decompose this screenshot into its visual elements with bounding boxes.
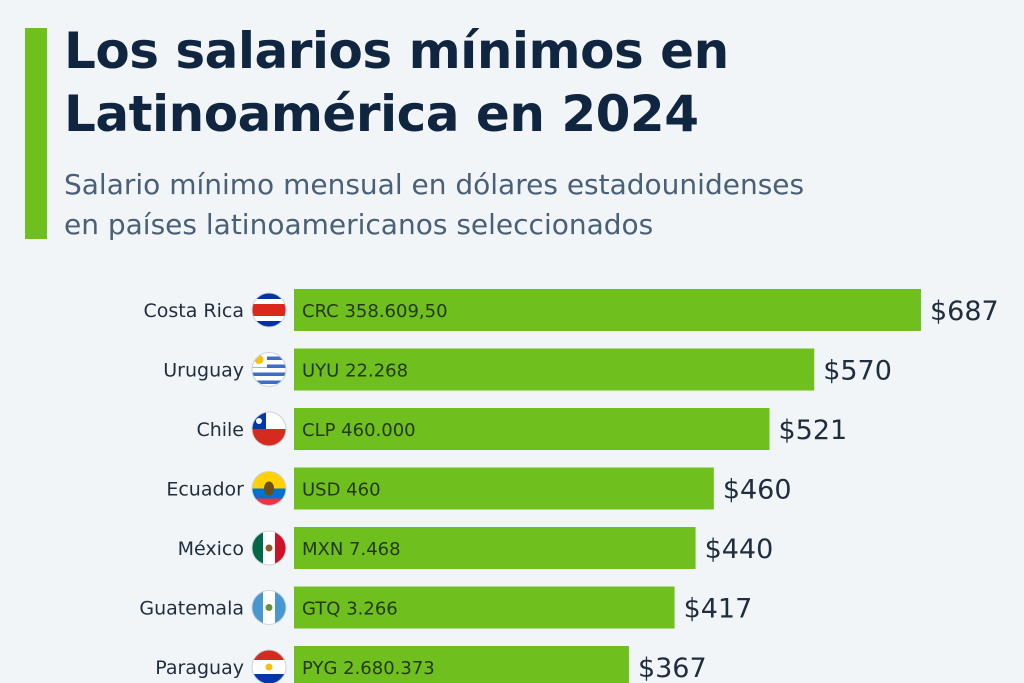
value-label: $367 — [638, 653, 707, 683]
local-currency-label: PYG 2.680.373 — [302, 658, 435, 679]
flag-fill — [252, 650, 286, 683]
flag-border — [251, 471, 287, 506]
value-label: $521 — [778, 415, 847, 446]
category-label: México — [178, 538, 244, 560]
bar-row-5: México MXN 7.468 $440 — [178, 527, 774, 569]
title-line-2: Latinoamérica en 2024 — [64, 85, 699, 143]
flag-border — [251, 649, 287, 683]
value-label: $417 — [684, 594, 753, 625]
bar — [294, 348, 815, 391]
local-currency-label: CRC 358.609,50 — [302, 301, 448, 322]
flag-fill — [252, 412, 286, 446]
subtitle-line-1: Salario mínimo mensual en dólares estado… — [64, 168, 805, 201]
page-title: Los salarios mínimos en Latinoamérica en… — [64, 20, 1004, 146]
flag-border — [251, 590, 287, 625]
paraguay-flag-icon — [251, 649, 287, 683]
flag-fill — [252, 471, 286, 506]
bar — [294, 467, 714, 510]
flag-border — [251, 411, 287, 447]
guatemala-flag-icon — [251, 590, 287, 625]
bar — [294, 408, 770, 450]
flag-border — [251, 352, 287, 387]
value-label: $687 — [930, 296, 999, 327]
flag-border — [251, 292, 287, 328]
flag-fill — [252, 352, 286, 387]
value-label: $440 — [705, 534, 774, 565]
costa-rica-flag-icon — [251, 292, 287, 328]
local-currency-label: CLP 460.000 — [302, 420, 416, 441]
local-currency-label: USD 460 — [302, 480, 381, 501]
bar — [294, 289, 921, 331]
flag-fill — [252, 293, 286, 327]
flag-fill — [252, 531, 286, 565]
value-label: $460 — [723, 475, 792, 506]
title-line-1: Los salarios mínimos en — [64, 22, 729, 80]
bar-row-1: Costa Rica CRC 358.609,50 $687 — [144, 289, 999, 331]
bar — [294, 527, 696, 569]
ecuador-flag-icon — [251, 471, 287, 506]
category-label: Paraguay — [155, 657, 244, 679]
bar-row-4: Ecuador USD 460 $460 — [166, 467, 792, 510]
title-accent-bar — [25, 28, 47, 239]
category-label: Uruguay — [163, 360, 244, 382]
uruguay-flag-icon — [251, 352, 287, 387]
local-currency-label: UYU 22.268 — [302, 361, 408, 382]
bar-row-6: Guatemala GTQ 3.266 $417 — [139, 586, 753, 629]
category-label: Guatemala — [139, 598, 244, 620]
bar-row-2: Uruguay UYU 22.268 $570 — [163, 348, 892, 391]
mexico-flag-icon — [251, 530, 287, 566]
flag-border — [251, 530, 287, 566]
page-subtitle: Salario mínimo mensual en dólares estado… — [64, 165, 964, 245]
salary-bar-chart: Costa Rica CRC 358.609,50 $687 Uruguay UYU 2… — [139, 289, 999, 683]
bar — [294, 586, 675, 629]
category-label: Costa Rica — [144, 300, 245, 322]
bar — [294, 646, 629, 683]
bar-row-7: Paraguay PYG 2.680.373 $367 — [155, 646, 707, 683]
local-currency-label: MXN 7.468 — [302, 539, 401, 560]
chile-flag-icon — [251, 411, 287, 447]
category-label: Chile — [196, 419, 244, 441]
value-label: $570 — [823, 356, 892, 387]
local-currency-label: GTQ 3.266 — [302, 599, 398, 620]
bar-row-3: Chile CLP 460.000 $521 — [196, 408, 847, 450]
subtitle-line-2: en países latinoamericanos seleccionados — [64, 208, 654, 241]
flag-fill — [252, 590, 286, 625]
category-label: Ecuador — [166, 479, 244, 501]
